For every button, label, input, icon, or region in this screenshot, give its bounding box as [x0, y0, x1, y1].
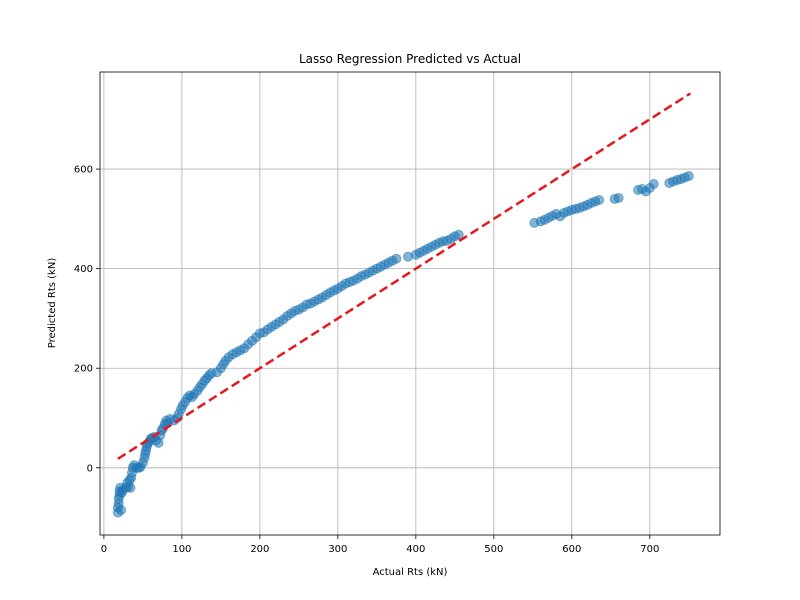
x-axis-title: Actual Rts (kN) — [373, 567, 448, 578]
data-point — [683, 171, 694, 182]
x-tick-label: 500 — [484, 544, 503, 555]
data-point — [613, 192, 624, 203]
data-point — [116, 505, 127, 516]
data-point — [125, 482, 136, 493]
data-point — [453, 229, 464, 240]
data-points — [112, 171, 694, 518]
y-axis-title: Predicted Rts (kN) — [47, 258, 58, 349]
grid — [100, 72, 720, 535]
y-tick-label: 600 — [74, 165, 93, 176]
x-tick-label: 300 — [328, 544, 347, 555]
data-point — [648, 179, 659, 190]
data-point — [594, 194, 605, 205]
x-axis-ticks: 0 100 200 300 400 500 600 700 — [101, 535, 659, 555]
x-tick-label: 100 — [172, 544, 191, 555]
x-tick-label: 700 — [640, 544, 659, 555]
plot-area-frame — [99, 71, 721, 536]
y-tick-label: 0 — [87, 463, 93, 474]
y-tick-label: 200 — [74, 364, 93, 375]
x-tick-label: 400 — [406, 544, 425, 555]
chart-title: Lasso Regression Predicted vs Actual — [299, 52, 521, 66]
data-point — [391, 253, 402, 264]
y-tick-label: 400 — [74, 264, 93, 275]
y-axis-ticks: 0 200 400 600 — [74, 165, 100, 474]
x-tick-label: 0 — [101, 544, 107, 555]
reference-line — [117, 92, 692, 460]
x-tick-label: 600 — [562, 544, 581, 555]
x-tick-label: 200 — [250, 544, 269, 555]
